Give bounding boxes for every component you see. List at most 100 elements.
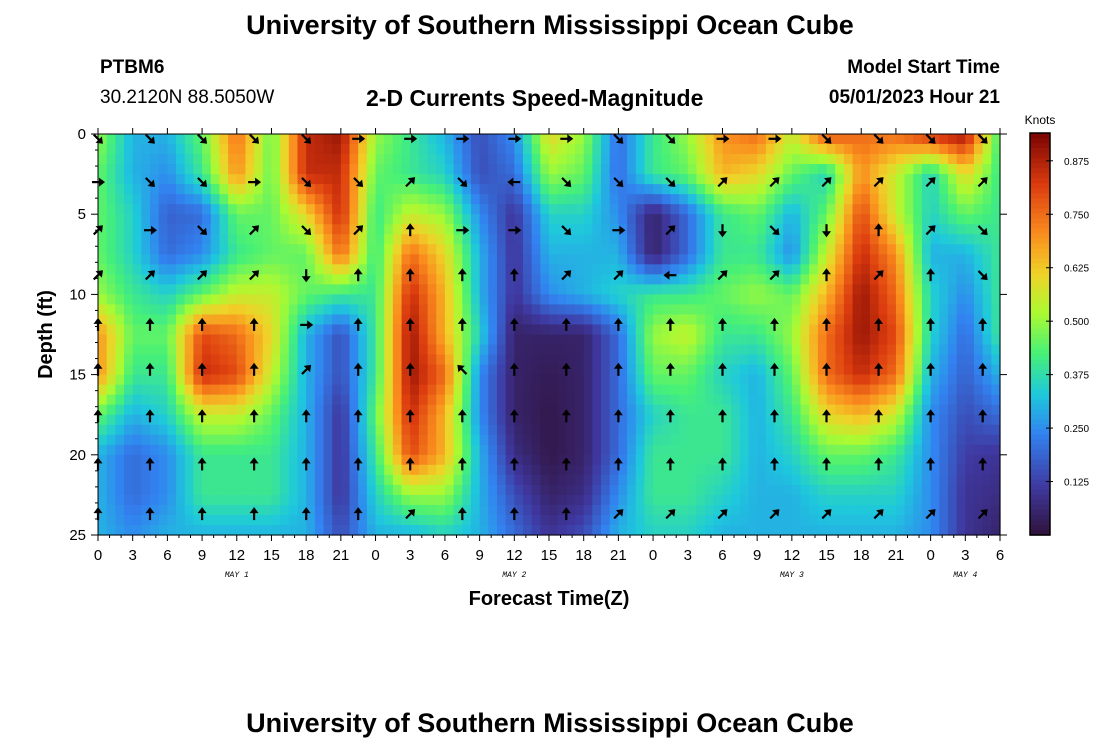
- heatmap-cell: [531, 214, 541, 225]
- heatmap-cell: [514, 494, 524, 506]
- heatmap-cell: [731, 224, 741, 235]
- heatmap-cell: [228, 384, 238, 396]
- heatmap-cell: [687, 474, 698, 486]
- heatmap-cell: [158, 394, 168, 406]
- heatmap-cell: [98, 244, 108, 255]
- heatmap-cell: [609, 454, 619, 466]
- heatmap-cell: [340, 254, 351, 265]
- heatmap-cell: [661, 414, 672, 426]
- heatmap-cell: [392, 244, 403, 255]
- heatmap-cell: [731, 524, 741, 536]
- heatmap-cell: [193, 414, 203, 426]
- heatmap-cell: [583, 464, 593, 476]
- heatmap-cell: [158, 304, 168, 316]
- heatmap-cell: [271, 294, 281, 306]
- heatmap-cell: [956, 514, 966, 526]
- heatmap-cell: [991, 244, 1001, 255]
- heatmap-cell: [358, 354, 368, 366]
- heatmap-cell: [176, 524, 186, 536]
- current-arrow: [405, 362, 415, 376]
- heatmap-cell: [540, 264, 550, 275]
- heatmap-cell: [418, 234, 429, 245]
- heatmap-cell: [774, 364, 784, 376]
- heatmap-cell: [731, 244, 741, 255]
- heatmap-cell: [765, 414, 776, 426]
- heatmap-cell: [332, 434, 342, 446]
- heatmap-cell: [696, 284, 706, 296]
- heatmap-cell: [904, 464, 914, 476]
- heatmap-cell: [176, 504, 186, 516]
- heatmap-cell: [653, 524, 663, 536]
- heatmap-cell: [392, 274, 403, 285]
- current-arrow: [301, 409, 311, 423]
- heatmap-cell: [280, 504, 290, 516]
- heatmap-cell: [601, 464, 611, 476]
- heatmap-cell: [731, 254, 741, 265]
- heatmap-cell: [236, 384, 247, 396]
- heatmap-cell: [913, 434, 923, 446]
- heatmap-cell: [731, 464, 741, 476]
- heatmap-cell: [358, 524, 368, 536]
- heatmap-cell: [748, 214, 758, 225]
- heatmap-cell: [592, 494, 602, 506]
- heatmap-cell: [722, 234, 732, 245]
- heatmap-cell: [340, 274, 351, 285]
- arrow-head: [457, 317, 467, 324]
- heatmap-cell: [384, 254, 394, 265]
- heatmap-cell: [878, 344, 888, 356]
- heatmap-cell: [575, 414, 585, 426]
- heatmap-cell: [887, 244, 897, 255]
- heatmap-cell: [236, 344, 247, 356]
- colorbar-segment: [1030, 429, 1050, 436]
- heatmap-cell: [479, 324, 489, 336]
- heatmap-cell: [635, 254, 645, 265]
- heatmap-cell: [627, 454, 637, 466]
- heatmap-cell: [106, 244, 116, 255]
- heatmap-cell: [150, 324, 160, 336]
- heatmap-cell: [592, 404, 602, 416]
- heatmap-cell: [939, 154, 949, 165]
- heatmap-cell: [583, 184, 593, 195]
- heatmap-cell: [791, 154, 802, 165]
- heatmap-cell: [219, 164, 229, 175]
- heatmap-cell: [340, 414, 351, 426]
- heatmap-cell: [956, 234, 966, 245]
- heatmap-cell: [124, 174, 134, 185]
- heatmap-cell: [271, 154, 281, 165]
- colorbar-segment: [1030, 308, 1050, 315]
- heatmap-cell: [176, 134, 186, 145]
- heatmap-cell: [991, 464, 1001, 476]
- heatmap-cell: [913, 134, 923, 145]
- heatmap-cell: [627, 404, 637, 416]
- heatmap-cell: [158, 194, 168, 205]
- heatmap-cell: [800, 224, 810, 235]
- heatmap-cell: [618, 444, 628, 456]
- heatmap-cell: [401, 204, 411, 215]
- heatmap-cell: [427, 424, 437, 436]
- heatmap-cell: [392, 174, 403, 185]
- current-arrow: [405, 177, 416, 188]
- heatmap-cell: [366, 344, 377, 356]
- heatmap-cell: [436, 164, 446, 175]
- heatmap-cell: [670, 264, 680, 275]
- heatmap-cell: [627, 524, 637, 536]
- heatmap-cell: [965, 154, 975, 165]
- heatmap-cell: [236, 294, 247, 306]
- heatmap-cell: [410, 394, 420, 406]
- heatmap-cell: [271, 274, 281, 285]
- heatmap-cell: [679, 244, 689, 255]
- heatmap-cell: [262, 354, 273, 366]
- heatmap-cell: [878, 144, 888, 155]
- heatmap-cell: [947, 334, 958, 346]
- colorbar-segment: [1030, 303, 1050, 310]
- heatmap-cell: [765, 264, 776, 275]
- heatmap-cell: [366, 304, 377, 316]
- heatmap-cell: [236, 164, 247, 175]
- heatmap-cell: [522, 144, 533, 155]
- heatmap-cell: [375, 494, 385, 506]
- heatmap-cell: [444, 224, 455, 235]
- model-start-label: Model Start Time: [847, 57, 1000, 78]
- arrow-head: [515, 134, 522, 144]
- heatmap-cell: [679, 224, 689, 235]
- heatmap-cell: [852, 364, 862, 376]
